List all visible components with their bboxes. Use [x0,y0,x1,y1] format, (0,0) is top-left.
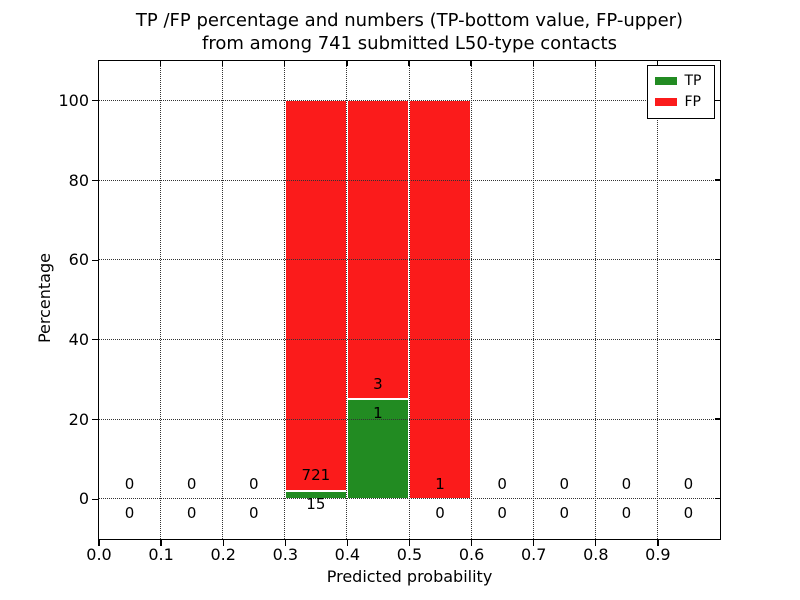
y-tick-inner-right [714,338,720,340]
gridline-vertical [594,60,596,539]
y-tick [92,498,99,500]
y-tick-inner-right [714,99,720,101]
legend: TP FP [646,64,715,119]
annotation-fp-count: 0 [186,474,197,493]
annotation-tp-count: 0 [559,503,570,522]
gridline-vertical [160,60,162,539]
x-tick [284,539,286,546]
y-tick-inner-right [714,179,720,181]
x-tick [98,539,100,546]
x-tick-inner-top [222,60,224,66]
y-tick-label: 20 [68,409,89,429]
x-tick-inner-top [470,60,472,66]
annotation-fp-count: 721 [301,466,331,485]
tp-color-swatch [654,77,677,85]
x-tick-label: 0.6 [458,545,485,564]
gridline-vertical [408,60,410,539]
y-tick [92,100,99,102]
y-tick-label: 40 [68,329,89,349]
annotation-fp-count: 0 [683,474,694,493]
x-tick-inner-top [594,60,596,66]
x-tick-label: 0.0 [86,545,112,564]
bar-segment-tp [346,399,409,499]
plot-area: TP FP 0 0 0 0 0 0 721 15 3 1 1 0 0 0 0 0 0 0 0 0 [97,59,721,540]
y-axis-label: Percentage [35,253,54,344]
gridline-vertical [222,60,224,539]
x-tick [533,539,535,546]
bar-segment-tp [284,490,347,499]
x-tick [346,539,349,546]
y-tick-inner-right [714,259,720,261]
chart-title-line-2: from among 741 submitted L50-type contac… [201,33,617,54]
y-tick-label: 0 [78,489,89,509]
gridline-vertical [470,60,472,539]
x-tick-label: 0.1 [148,545,174,564]
y-tick-label: 80 [68,170,89,190]
annotation-tp-count: 0 [186,503,197,522]
gridline-vertical [346,60,348,539]
y-tick [92,179,99,182]
x-tick-inner-top [408,60,410,66]
annotation-fp-count: 0 [248,474,259,493]
x-tick-label: 0.3 [272,545,299,564]
x-tick [657,539,659,546]
gridline-vertical [656,60,658,539]
x-tick-label: 0.2 [210,545,236,564]
annotation-fp-count: 0 [621,474,632,493]
x-tick [595,539,597,546]
y-tick-label: 60 [68,250,89,270]
annotation-fp-count: 1 [435,474,445,493]
chart-title-line-1: TP /FP percentage and numbers (TP-bottom… [135,10,684,31]
annotation-fp-count: 0 [497,474,507,493]
x-tick-label: 0.8 [583,545,609,564]
x-tick-label: 0.4 [334,545,361,564]
x-tick-inner-top [284,60,286,66]
annotation-tp-count: 0 [683,503,694,522]
gridline-vertical [532,60,534,539]
y-tick [92,418,99,421]
annotation-tp-count: 0 [435,503,445,522]
y-tick [92,259,99,261]
annotation-tp-count: 0 [497,503,507,522]
x-tick [222,539,224,546]
x-tick [160,539,162,546]
annotation-fp-count: 3 [373,374,383,393]
chart-title: TP /FP percentage and numbers (TP-bottom… [99,9,720,55]
annotation-tp-count: 0 [124,503,135,522]
x-tick-label: 0.7 [520,545,547,564]
bar-segment-fp [409,100,472,499]
legend-label-tp: TP [684,72,702,89]
annotation-fp-count: 0 [124,474,135,493]
gridline-vertical [284,60,286,539]
legend-label-fp: FP [684,93,702,110]
x-tick-inner-top [532,60,534,66]
y-tick-inner-right [714,498,720,500]
y-tick-label: 100 [58,90,89,110]
annotation-tp-count: 15 [306,495,326,514]
x-tick-inner-top [346,60,348,66]
fp-color-swatch [654,98,677,106]
bar-segment-fp [284,100,347,491]
legend-item-fp: FP [654,92,707,113]
bar-segment-fp [346,100,409,400]
x-tick-label: 0.5 [396,545,423,564]
y-tick [92,339,99,341]
annotation-tp-count: 0 [248,503,259,522]
x-tick-inner-top [656,60,659,66]
x-tick-label: 0.9 [645,545,671,564]
x-tick [408,539,411,546]
annotation-fp-count: 0 [559,474,570,493]
x-tick-inner-top [159,60,162,66]
x-axis-label: Predicted probability [326,567,493,586]
x-tick [470,539,473,546]
annotation-tp-count: 1 [373,404,383,423]
annotation-tp-count: 0 [621,503,632,522]
y-tick-inner-right [714,418,720,420]
legend-item-tp: TP [654,71,707,92]
